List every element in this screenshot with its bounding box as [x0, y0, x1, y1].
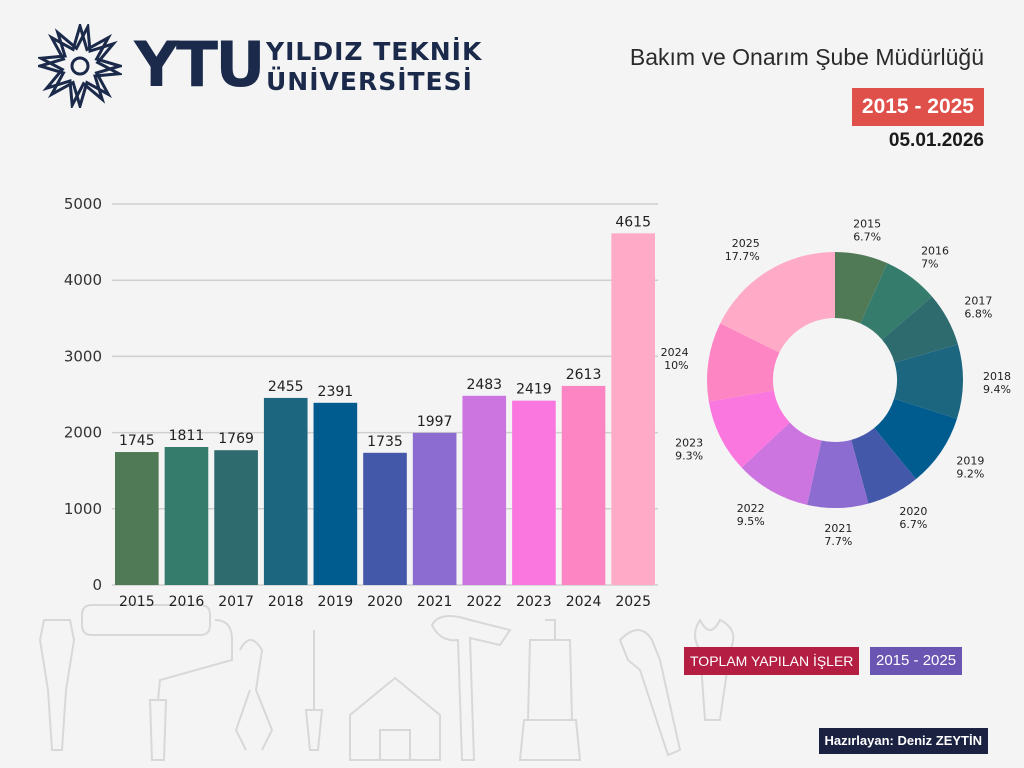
- bar-value-label: 1811: [169, 428, 205, 444]
- donut-slice-2015: [835, 252, 888, 324]
- donut-percent-label: 9.4%: [983, 383, 1011, 396]
- bar-value-label: 1735: [367, 434, 403, 450]
- donut-year-label: 2018: [983, 370, 1011, 383]
- donut-slice-2025: [720, 252, 835, 353]
- bar-value-label: 2391: [318, 384, 354, 400]
- donut-percent-label: 9.2%: [956, 468, 984, 481]
- bar-value-label: 2455: [268, 379, 304, 395]
- ytu-star-logo-icon: [38, 24, 122, 108]
- x-tick-label: 2023: [516, 594, 552, 610]
- bar-chart-y-ticks: 0 1000 2000 3000 4000 5000: [64, 195, 102, 594]
- donut-year-label: 2023: [675, 437, 703, 450]
- donut-year-label: 2024: [661, 346, 689, 359]
- donut-year-label: 2021: [824, 522, 852, 535]
- bar-2015: [115, 452, 159, 585]
- donut-percent-label: 10%: [664, 359, 688, 372]
- bar-chart-value-labels: 1745 1811 1769 2455 2391 1735 1997 2483 2419 2613…: [119, 214, 651, 449]
- bar-2024: [561, 385, 606, 585]
- y-tick-label: 5000: [64, 195, 102, 213]
- donut-year-label: 2017: [964, 295, 992, 308]
- report-date: 05.01.2026: [888, 130, 984, 151]
- y-tick-label: 1000: [64, 500, 102, 518]
- x-tick-label: 2015: [119, 594, 155, 610]
- donut-year-label: 2015: [853, 217, 881, 230]
- donut-slice-2017: [882, 296, 958, 363]
- donut-percent-label: 17.7%: [725, 250, 760, 263]
- x-tick-label: 2020: [367, 594, 403, 610]
- bar-chart-bars: [115, 233, 655, 585]
- donut-year-label: 2025: [732, 237, 760, 250]
- donut-slice-2024: [707, 323, 780, 402]
- x-tick-label: 2019: [318, 594, 354, 610]
- x-tick-label: 2024: [566, 594, 602, 610]
- donut-year-label: 2019: [956, 455, 984, 468]
- bar-value-label: 2483: [466, 377, 502, 393]
- donut-slice-2018: [894, 344, 964, 419]
- bar-2022: [462, 395, 507, 585]
- donut-slice-2016: [860, 263, 933, 340]
- donut-year-label: 2020: [899, 505, 927, 518]
- donut-percent-label: 6.8%: [964, 308, 992, 321]
- donut-percent-label: 9.3%: [675, 450, 703, 463]
- bar-2021: [412, 432, 457, 585]
- donut-slice-2019: [874, 398, 957, 480]
- legend-range: 2015 - 2025: [870, 647, 963, 675]
- donut-percent-label: 9.5%: [737, 515, 765, 528]
- donut-chart-slices: [707, 252, 964, 508]
- x-tick-label: 2025: [615, 594, 651, 610]
- donut-year-label: 2016: [921, 245, 949, 258]
- y-tick-label: 4000: [64, 271, 102, 289]
- bar-value-label: 2613: [566, 367, 602, 383]
- y-tick-label: 3000: [64, 347, 102, 365]
- donut-slice-2023: [708, 390, 790, 468]
- donut-slice-2021: [807, 439, 869, 508]
- university-logo: YTU YILDIZ TEKNİK ÜNİVERSİTESİ: [38, 24, 488, 110]
- bar-2017: [214, 450, 258, 585]
- legend-label: TOPLAM YAPILAN İŞLER: [684, 647, 860, 675]
- logo-name-line1: YILDIZ TEKNİK: [266, 37, 483, 66]
- bar-value-label: 1769: [218, 431, 254, 447]
- author-credit: Hazırlayan: Deniz ZEYTİN: [818, 728, 988, 754]
- donut-percent-label: 7%: [921, 258, 938, 271]
- logo-name-line2: ÜNİVERSİTESİ: [266, 67, 473, 96]
- bar-2025: [611, 233, 655, 585]
- bar-2018: [263, 397, 308, 585]
- year-range-badge: 2015 - 2025: [851, 88, 984, 126]
- bar-value-label: 1745: [119, 433, 155, 449]
- x-tick-label: 2016: [169, 594, 205, 610]
- bar-2016: [164, 447, 209, 585]
- donut-year-label: 2022: [737, 502, 765, 515]
- y-tick-label: 2000: [64, 424, 102, 442]
- donut-slice-2020: [851, 428, 916, 504]
- bar-value-label: 1997: [417, 414, 453, 430]
- bar-chart-x-ticks: 2015 2016 2017 2018 2019 2020 2021 2022 2023 2024…: [119, 594, 651, 610]
- y-tick-label: 0: [92, 576, 102, 594]
- bar-value-label: 4615: [615, 214, 651, 230]
- x-tick-label: 2022: [466, 594, 502, 610]
- x-tick-label: 2021: [417, 594, 453, 610]
- bar-2023: [512, 400, 556, 585]
- donut-percent-label: 6.7%: [853, 230, 881, 243]
- x-tick-label: 2017: [218, 594, 254, 610]
- donut-percent-label: 7.7%: [824, 535, 852, 548]
- bar-2019: [313, 402, 358, 585]
- logo-abbreviation: YTU: [134, 28, 266, 101]
- donut-chart-labels: 20156.7%20167%20176.8%20189.4%20199.2%20…: [661, 217, 1011, 548]
- bar-2020: [363, 452, 407, 585]
- bar-value-label: 2419: [516, 382, 552, 398]
- department-title: Bakım ve Onarım Şube Müdürlüğü: [629, 44, 984, 70]
- donut-slice-2022: [741, 422, 822, 505]
- x-tick-label: 2018: [268, 594, 304, 610]
- donut-percent-label: 6.7%: [899, 518, 927, 531]
